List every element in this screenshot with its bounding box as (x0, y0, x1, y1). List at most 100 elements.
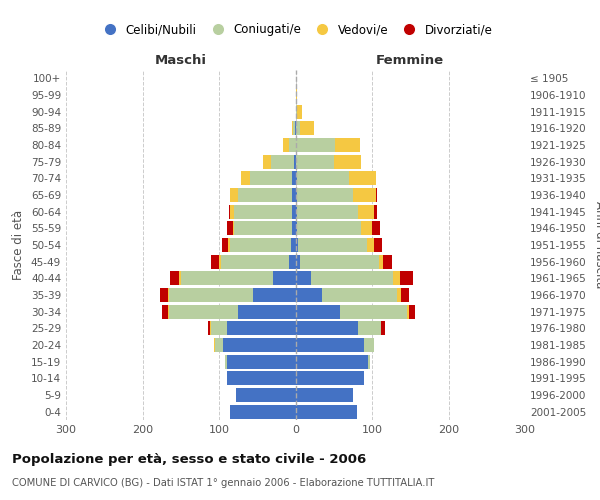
Bar (230, 238, 291, 252)
Bar (211, 254, 219, 269)
Bar (334, 154, 361, 169)
Bar (283, 138, 289, 152)
Bar (300, 122, 314, 136)
Bar (349, 172, 376, 185)
Bar (211, 322, 227, 336)
Bar (295, 122, 296, 136)
Bar (222, 238, 228, 252)
Bar (227, 322, 296, 336)
Bar (215, 338, 223, 352)
Bar (383, 254, 392, 269)
Text: Femmine: Femmine (376, 54, 445, 66)
Bar (227, 354, 296, 369)
Text: COMUNE DI CARVICO (BG) - Dati ISTAT 1° gennaio 2006 - Elaborazione TUTTITALIA.IT: COMUNE DI CARVICO (BG) - Dati ISTAT 1° g… (12, 478, 434, 488)
Bar (235, 221, 292, 236)
Bar (161, 304, 168, 319)
Bar (372, 221, 380, 236)
Bar (381, 322, 385, 336)
Bar (300, 254, 379, 269)
Bar (230, 204, 235, 219)
Bar (230, 404, 296, 418)
Bar (250, 172, 292, 185)
Bar (340, 304, 407, 319)
Bar (296, 122, 300, 136)
Bar (296, 338, 364, 352)
Bar (379, 254, 383, 269)
Bar (401, 288, 409, 302)
Bar (296, 254, 300, 269)
Bar (272, 271, 296, 285)
Bar (400, 271, 413, 285)
Bar (296, 138, 335, 152)
Bar (238, 304, 296, 319)
Bar (241, 172, 250, 185)
Bar (296, 238, 298, 252)
Bar (397, 288, 401, 302)
Bar (227, 221, 233, 236)
Bar (296, 388, 353, 402)
Bar (296, 322, 358, 336)
Bar (233, 221, 235, 236)
Bar (298, 238, 367, 252)
Bar (291, 238, 296, 252)
Bar (230, 188, 238, 202)
Bar (292, 221, 296, 236)
Bar (374, 238, 382, 252)
Bar (229, 204, 230, 219)
Bar (297, 204, 358, 219)
Bar (168, 304, 169, 319)
Bar (292, 204, 296, 219)
Bar (227, 371, 296, 386)
Bar (168, 288, 169, 302)
Bar (271, 154, 294, 169)
Bar (235, 204, 292, 219)
Bar (297, 104, 302, 118)
Bar (322, 288, 397, 302)
Bar (225, 354, 227, 369)
Bar (236, 388, 296, 402)
Bar (368, 354, 370, 369)
Bar (296, 221, 297, 236)
Bar (294, 154, 296, 169)
Bar (292, 172, 296, 185)
Bar (238, 188, 292, 202)
Bar (407, 304, 409, 319)
Bar (289, 138, 296, 152)
Bar (170, 271, 179, 285)
Bar (296, 354, 368, 369)
Bar (223, 338, 296, 352)
Y-axis label: Anni di nascita: Anni di nascita (593, 202, 600, 288)
Bar (296, 154, 334, 169)
Bar (409, 304, 415, 319)
Bar (311, 271, 394, 285)
Y-axis label: Fasce di età: Fasce di età (13, 210, 25, 280)
Bar (361, 221, 372, 236)
Bar (289, 254, 296, 269)
Bar (297, 188, 353, 202)
Bar (394, 271, 400, 285)
Bar (297, 172, 349, 185)
Bar (210, 322, 211, 336)
Bar (228, 238, 230, 252)
Bar (296, 404, 356, 418)
Bar (221, 254, 289, 269)
Bar (214, 338, 215, 352)
Bar (367, 238, 374, 252)
Bar (169, 304, 238, 319)
Bar (358, 322, 381, 336)
Bar (376, 188, 377, 202)
Bar (358, 204, 374, 219)
Bar (293, 122, 295, 136)
Bar (296, 271, 311, 285)
Bar (181, 271, 272, 285)
Bar (253, 288, 296, 302)
Bar (208, 322, 210, 336)
Bar (296, 104, 297, 118)
Bar (353, 188, 376, 202)
Bar (263, 154, 271, 169)
Text: Maschi: Maschi (155, 54, 207, 66)
Bar (160, 288, 168, 302)
Bar (296, 88, 297, 102)
Bar (296, 371, 364, 386)
Bar (297, 221, 361, 236)
